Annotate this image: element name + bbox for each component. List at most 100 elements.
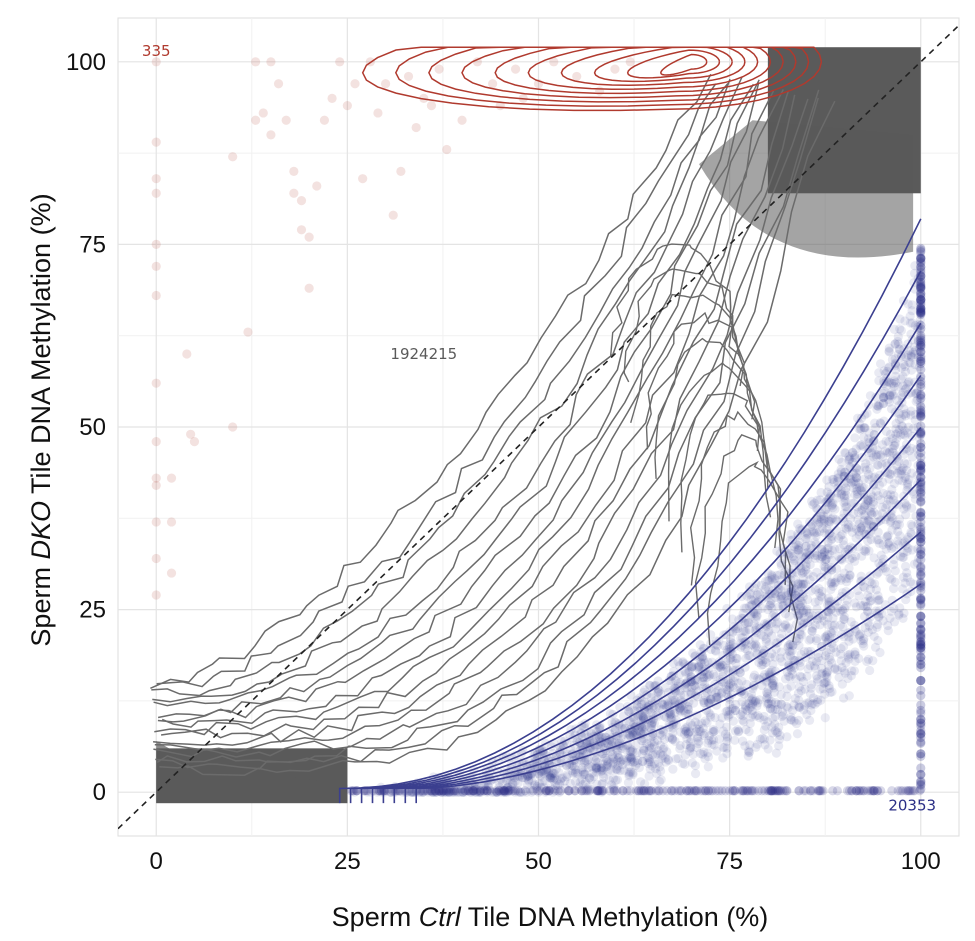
scatter-point-hypomethylated: [850, 433, 860, 443]
scatter-point-hypomethylated: [845, 649, 855, 659]
scatter-point-hypomethylated: [868, 492, 878, 502]
scatter-point-hypermethylated: [388, 210, 398, 220]
scatter-point-hypomethylated: [812, 495, 822, 505]
scatter-point-hypomethylated: [916, 402, 926, 412]
scatter-point-hypomethylated: [671, 754, 681, 764]
scatter-point-hypomethylated: [802, 709, 812, 720]
scatter-point-hypomethylated: [711, 646, 721, 656]
scatter-point-hypomethylated: [842, 477, 852, 488]
scatter-point-hypomethylated: [670, 736, 680, 746]
scatter-point-hypomethylated: [911, 388, 921, 399]
scatter-point-hypomethylated: [752, 701, 762, 711]
scatter-point-hypomethylated: [793, 578, 803, 589]
scatter-point-hypomethylated: [750, 639, 760, 649]
scatter-point-hypomethylated: [910, 389, 921, 399]
scatter-point-hypomethylated: [793, 545, 804, 555]
scatter-point-hypomethylated: [594, 765, 604, 775]
scatter-point-hypomethylated: [756, 660, 767, 670]
scatter-point-hypomethylated: [728, 786, 738, 796]
scatter-point-hypomethylated: [700, 691, 710, 701]
scatter-point-hypomethylated: [479, 786, 489, 796]
scatter-point-hypomethylated: [497, 778, 508, 788]
scatter-point-hypomethylated: [849, 453, 860, 463]
scatter-point-hypomethylated: [902, 568, 912, 578]
scatter-point-hypomethylated: [908, 579, 919, 589]
scatter-point-hypomethylated: [667, 786, 677, 796]
scatter-point-hypomethylated: [647, 718, 657, 728]
scatter-point-hypomethylated: [878, 392, 888, 402]
scatter-point-hypomethylated: [807, 526, 817, 536]
scatter-point-hypomethylated: [901, 383, 911, 393]
scatter-point-hypomethylated: [895, 603, 905, 613]
scatter-point-hypomethylated: [788, 554, 798, 564]
scatter-point-hypomethylated: [637, 736, 647, 746]
scatter-point-hypomethylated: [766, 589, 776, 599]
scatter-point-hypomethylated: [447, 786, 457, 796]
scatter-point-hypomethylated: [910, 494, 920, 504]
scatter-point-hypomethylated: [827, 628, 837, 638]
scatter-point-hypomethylated: [894, 456, 904, 467]
scatter-point-hypomethylated: [599, 763, 609, 773]
scatter-point-hypomethylated: [761, 693, 772, 704]
scatter-point-hypomethylated: [578, 770, 589, 780]
scatter-point-hypomethylated: [876, 786, 886, 796]
scatter-point-hypermethylated: [151, 378, 161, 388]
scatter-point-hypomethylated: [646, 708, 656, 718]
scatter-point-hypomethylated: [557, 773, 567, 783]
scatter-point-hypomethylated: [780, 546, 790, 557]
scatter-point-hypomethylated: [597, 787, 607, 797]
scatter-point-hypomethylated: [916, 594, 926, 604]
scatter-point-hypomethylated: [782, 732, 792, 742]
scatter-point-hypomethylated: [898, 371, 908, 381]
scatter-point-hypomethylated: [625, 752, 635, 762]
scatter-point-hypomethylated: [795, 661, 805, 671]
scatter-point-hypomethylated: [837, 679, 847, 689]
scatter-point-hypomethylated: [680, 659, 690, 669]
scatter-point-hypermethylated: [166, 473, 177, 483]
scatter-point-hypomethylated: [638, 736, 648, 746]
scatter-point-hypomethylated: [468, 786, 478, 796]
scatter-point-hypomethylated: [773, 786, 783, 796]
scatter-point-hypomethylated: [547, 774, 557, 784]
scatter-point-hypomethylated: [753, 587, 763, 598]
scatter-point-hypomethylated: [772, 704, 783, 715]
scatter-point-hypomethylated: [827, 500, 837, 510]
scatter-point-hypomethylated: [882, 531, 892, 542]
scatter-point-hypomethylated: [856, 523, 866, 533]
scatter-point-hypomethylated: [820, 528, 830, 538]
scatter-point-hypomethylated: [812, 674, 822, 684]
scatter-point-hypomethylated: [638, 712, 648, 722]
scatter-point-hypomethylated: [593, 786, 603, 796]
scatter-point-hypomethylated: [859, 462, 870, 472]
scatter-point-hypomethylated: [513, 778, 523, 788]
scatter-point-hypomethylated: [658, 786, 668, 796]
scatter-point-hypomethylated: [886, 606, 896, 616]
scatter-point-hypomethylated: [841, 483, 851, 493]
scatter-point-hypomethylated: [616, 733, 626, 743]
scatter-point-hypomethylated: [645, 743, 655, 754]
scatter-point-hypomethylated: [802, 671, 812, 681]
scatter-point-hypomethylated: [475, 786, 485, 796]
scatter-point-hypomethylated: [784, 646, 794, 656]
scatter-point-hypomethylated: [916, 286, 926, 296]
scatter-point-hypomethylated: [709, 735, 719, 745]
scatter-point-hypomethylated: [870, 418, 880, 428]
scatter-point-hypomethylated: [803, 664, 813, 674]
scatter-point-hypomethylated: [645, 680, 655, 691]
scatter-point-hypomethylated: [807, 626, 817, 636]
scatter-point-hypomethylated: [737, 676, 747, 686]
scatter-point-hypomethylated: [730, 735, 740, 745]
scatter-point-hypomethylated: [906, 349, 916, 360]
scatter-point-hypomethylated: [807, 623, 818, 633]
scatter-point-hypomethylated: [802, 530, 812, 540]
scatter-point-hypomethylated: [550, 768, 560, 779]
scatter-point-hypomethylated: [688, 698, 699, 708]
scatter-point-hypomethylated: [682, 786, 692, 796]
scatter-point-hypomethylated: [683, 729, 693, 739]
scatter-point-hypomethylated: [803, 569, 813, 579]
scatter-point-hypomethylated: [882, 567, 892, 577]
scatter-point-hypomethylated: [649, 718, 659, 729]
scatter-point-hypomethylated: [865, 584, 876, 594]
scatter-point-hypomethylated: [448, 787, 458, 797]
scatter-point-hypomethylated: [625, 730, 635, 741]
